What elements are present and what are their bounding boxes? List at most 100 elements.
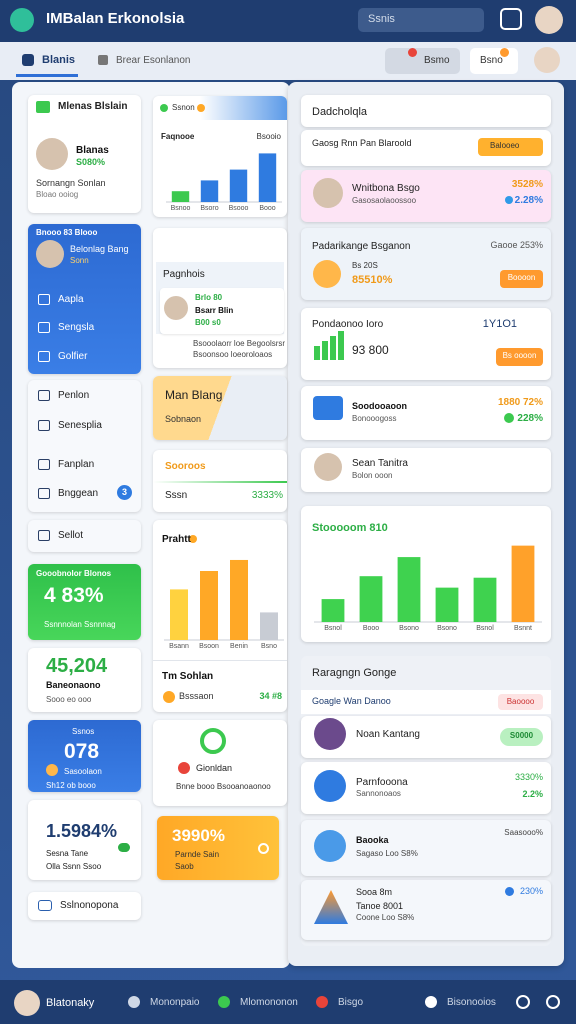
button-label[interactable]: Boooon (507, 273, 536, 282)
button-label[interactable]: Bsmo (424, 55, 450, 66)
name: Sean Tanitra (352, 458, 408, 469)
label: Bsssaon (179, 691, 214, 701)
nav-item[interactable]: Fanplan (58, 459, 95, 470)
bar (200, 571, 218, 640)
label: Gaosg Rnn Pan Blaroold (312, 138, 412, 148)
icon (46, 764, 58, 776)
label: Sagaso Loo S8% (356, 849, 418, 858)
badge (500, 48, 509, 57)
avatar (314, 453, 342, 481)
nav-item[interactable]: Penlon (58, 390, 90, 401)
banner-title: Man Blang (165, 388, 223, 402)
label: Bonooogoss (352, 414, 397, 423)
avatar (36, 240, 64, 268)
button[interactable] (470, 48, 518, 74)
nav-item[interactable]: Bisonooios (447, 997, 496, 1008)
bar (359, 576, 383, 622)
icon-bar (338, 331, 344, 360)
stat-value: 4 83% (44, 584, 104, 607)
nav-item[interactable]: Bisgo (338, 997, 364, 1008)
icon (160, 104, 168, 112)
nav-icon[interactable] (425, 996, 437, 1008)
avatar[interactable] (535, 6, 563, 34)
button-label[interactable]: Bsno (480, 55, 503, 66)
card (301, 228, 551, 300)
icon (505, 196, 513, 204)
label: Bsoonsoo loeoroloaos (193, 350, 273, 359)
value: 93 800 (352, 343, 389, 357)
button[interactable] (385, 48, 460, 74)
button[interactable] (500, 270, 543, 288)
badge[interactable] (478, 138, 543, 156)
label: Bsooolaorr loe Begoolsrsr (193, 339, 286, 348)
menu-button[interactable] (10, 8, 34, 32)
tab[interactable]: Brear Esonlanon (116, 55, 191, 66)
stat-value: 3990% (172, 826, 225, 845)
nav-item[interactable]: Bnggean (58, 488, 99, 499)
button-label[interactable]: Bs oooon (502, 351, 537, 360)
bar (170, 589, 188, 640)
icon (36, 101, 50, 113)
nav-icon[interactable] (316, 996, 328, 1008)
value: 2.2% (522, 789, 543, 799)
card (28, 800, 141, 880)
label: Sssn (165, 490, 188, 501)
search-box[interactable] (358, 8, 484, 32)
icon (314, 770, 346, 802)
badge-count: 3 (121, 487, 128, 497)
button-label[interactable]: Sslnonopona (60, 900, 119, 911)
nav-icon[interactable] (218, 996, 230, 1008)
x-tick-label: Booo (259, 205, 275, 212)
tag: Brlo 80 (195, 293, 223, 302)
stat-label: Ssnos (72, 727, 95, 736)
ring[interactable] (200, 728, 226, 754)
value: 228% (517, 413, 543, 424)
pill (118, 843, 130, 852)
card-heading: Padarikange Bsganon (312, 241, 411, 252)
label: Sonn (70, 256, 89, 265)
badge (498, 694, 543, 710)
label: Sornangn Sonlan (36, 178, 106, 188)
nav-item[interactable]: Senesplia (58, 420, 102, 431)
bar (511, 545, 535, 622)
profile-icon[interactable] (546, 995, 560, 1009)
label: Gasosaolaoossoo (352, 196, 417, 205)
notification-icon[interactable] (500, 8, 522, 30)
tab[interactable]: Blanis (42, 54, 76, 66)
card-heading: Tm Sohlan (162, 671, 214, 682)
settings-icon[interactable] (516, 995, 530, 1009)
stat-value: 1.5984% (46, 821, 118, 841)
menu-item[interactable]: Golfier (58, 351, 88, 362)
search-input[interactable]: Ssnis (368, 13, 395, 25)
nav-card (28, 520, 141, 552)
tab[interactable]: Ssnon (172, 103, 195, 112)
bar (260, 612, 278, 640)
x-tick-label: Bsnol (324, 625, 342, 632)
chart-title: Faqnooe (161, 132, 195, 141)
badge-label[interactable]: Balooeo (490, 141, 520, 150)
menu-item[interactable]: Sengsla (58, 322, 95, 333)
tab-underline (16, 74, 78, 77)
button[interactable] (496, 348, 543, 366)
nav-item[interactable]: Mlomononon (240, 997, 298, 1008)
nav-icon[interactable] (128, 996, 140, 1008)
x-tick-label: Bsono (437, 625, 457, 632)
name: Parnfooona (356, 777, 408, 788)
x-tick-label: Bsoon (199, 643, 219, 650)
nav-item[interactable]: Sellot (58, 530, 84, 541)
avatar (164, 296, 188, 320)
card (301, 448, 551, 492)
divider (153, 481, 287, 483)
user-name[interactable]: Blatonaky (46, 997, 95, 1009)
nav-item[interactable]: Mononpaio (150, 997, 200, 1008)
label: Parnde Sain (175, 850, 220, 859)
menu-icon (38, 322, 50, 333)
tag: Bs 20S (352, 261, 378, 270)
stat-sub: Ssnnnolan Ssnnnag (44, 620, 116, 629)
banner-sub: Sobnaon (165, 414, 202, 424)
menu-item[interactable]: Aapla (58, 294, 84, 305)
button (28, 892, 141, 920)
card-heading: Pondaonoo Ioro (312, 319, 384, 330)
